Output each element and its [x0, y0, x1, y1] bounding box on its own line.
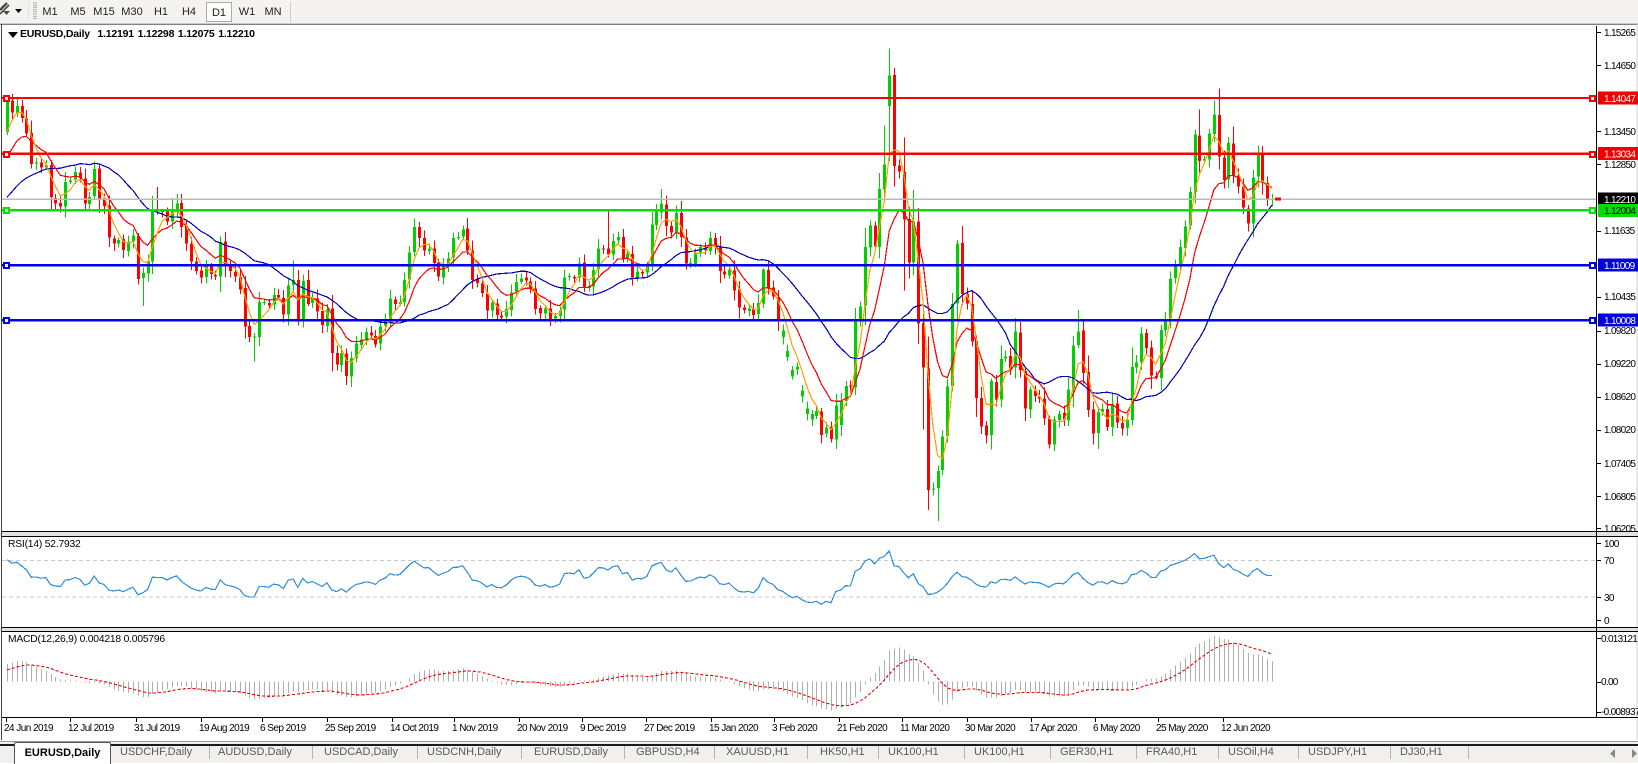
- svg-text:20 Nov 2019: 20 Nov 2019: [517, 723, 569, 734]
- svg-text:19 Aug 2019: 19 Aug 2019: [199, 723, 250, 734]
- svg-text:15 Jan 2020: 15 Jan 2020: [709, 723, 759, 734]
- svg-text:1.12850: 1.12850: [1604, 160, 1636, 171]
- svg-text:1.08620: 1.08620: [1604, 392, 1636, 403]
- svg-text:30: 30: [1604, 593, 1615, 604]
- svg-text:25 May 2020: 25 May 2020: [1156, 723, 1209, 734]
- svg-text:21 Feb 2020: 21 Feb 2020: [837, 723, 888, 734]
- svg-text:17 Apr 2020: 17 Apr 2020: [1029, 723, 1078, 734]
- svg-text:6 Sep 2019: 6 Sep 2019: [260, 723, 307, 734]
- svg-text:30 Mar 2020: 30 Mar 2020: [965, 723, 1016, 734]
- svg-text:1.11635: 1.11635: [1604, 226, 1636, 237]
- svg-text:27 Dec 2019: 27 Dec 2019: [644, 723, 696, 734]
- svg-text:1 Nov 2019: 1 Nov 2019: [452, 723, 499, 734]
- svg-text:24 Jun 2019: 24 Jun 2019: [4, 723, 54, 734]
- svg-text:70: 70: [1604, 556, 1615, 567]
- svg-text:12 Jun 2020: 12 Jun 2020: [1221, 723, 1271, 734]
- svg-text:1.08020: 1.08020: [1604, 425, 1636, 436]
- svg-text:-0.008937: -0.008937: [1601, 707, 1638, 718]
- svg-text:100: 100: [1604, 539, 1620, 550]
- svg-text:14 Oct 2019: 14 Oct 2019: [390, 723, 439, 734]
- svg-text:1.06805: 1.06805: [1604, 492, 1636, 503]
- svg-text:25 Sep 2019: 25 Sep 2019: [325, 723, 377, 734]
- svg-text:0.00: 0.00: [1601, 677, 1619, 688]
- svg-text:1.12210: 1.12210: [1604, 195, 1636, 206]
- svg-text:3 Feb 2020: 3 Feb 2020: [772, 723, 818, 734]
- svg-text:1.14650: 1.14650: [1604, 61, 1636, 72]
- svg-text:1.13034: 1.13034: [1604, 150, 1636, 161]
- svg-text:1.13450: 1.13450: [1604, 127, 1636, 138]
- svg-text:6 May 2020: 6 May 2020: [1093, 723, 1141, 734]
- svg-text:0.013121: 0.013121: [1601, 634, 1638, 645]
- svg-text:1.15265: 1.15265: [1604, 28, 1636, 39]
- svg-text:1.09220: 1.09220: [1604, 359, 1636, 370]
- svg-text:1.07405: 1.07405: [1604, 459, 1636, 470]
- svg-text:1.09820: 1.09820: [1604, 326, 1636, 337]
- svg-text:1.12004: 1.12004: [1604, 206, 1636, 217]
- svg-text:12 Jul 2019: 12 Jul 2019: [68, 723, 115, 734]
- svg-text:9 Dec 2019: 9 Dec 2019: [580, 723, 627, 734]
- svg-text:1.10008: 1.10008: [1604, 316, 1636, 327]
- svg-text:11 Mar 2020: 11 Mar 2020: [900, 723, 950, 734]
- svg-text:1.11009: 1.11009: [1604, 261, 1636, 272]
- svg-text:31 Jul 2019: 31 Jul 2019: [134, 723, 181, 734]
- svg-text:0: 0: [1604, 616, 1610, 627]
- svg-text:1.10435: 1.10435: [1604, 292, 1636, 303]
- svg-text:1.06205: 1.06205: [1604, 524, 1636, 535]
- svg-text:1.14047: 1.14047: [1604, 94, 1636, 105]
